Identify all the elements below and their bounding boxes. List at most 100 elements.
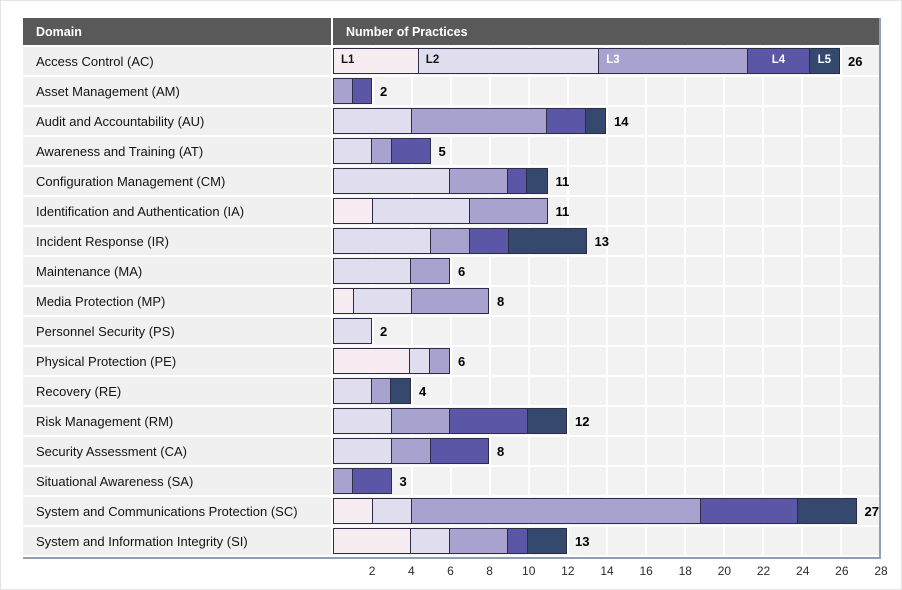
bar-segment-l4 [449,408,529,434]
bar-segment-l3 [333,468,354,494]
chart-cell: 13 [333,527,879,557]
axis-tick: 4 [407,564,415,578]
chart-cell: 14 [333,107,879,137]
bar-segment-l3 [371,378,392,404]
bar-segment-l4 [507,528,529,554]
bar-segment-l2 [333,168,450,194]
chart-cell: 8 [333,437,879,467]
domain-cell: Physical Protection (PE) [23,347,333,377]
bar-segment-l2 [333,258,412,284]
stacked-bar [333,168,548,194]
bar-segment-l5 [507,228,587,254]
bar-segment-l3 [410,108,548,134]
chart-cell: 6 [333,347,879,377]
bar-segment-l5 [390,378,412,404]
domain-cell: Identification and Authentication (IA) [23,197,333,227]
bar-segment-l5 [526,528,567,554]
bar-segment-l5 [526,168,548,194]
table-row: Asset Management (AM) 2 [23,77,879,107]
axis-tick: 8 [486,564,493,578]
table-row: Awareness and Training (AT) 5 [23,137,879,167]
table-row: Risk Management (RM) 12 [23,407,879,437]
total-label: 11 [555,173,570,189]
stacked-bar [333,348,451,374]
stacked-bar [333,408,567,434]
bar-segment-l3 [410,288,489,314]
axis-tick: 20 [717,564,732,578]
bar-segment-l4 [506,168,528,194]
bar-segment-l2 [372,498,413,524]
domain-cell: Recovery (RE) [23,377,333,407]
domain-column-header: Domain [23,18,333,47]
total-label: 14 [614,113,629,129]
rows-body: Access Control (AC) L1 L2 L3 L4 L5 26 Asset Man… [23,47,879,557]
chart-cell: 12 [333,407,879,437]
total-label: 3 [399,473,407,489]
total-label: 6 [458,263,466,279]
total-label: 27 [864,503,879,519]
domain-cell: Audit and Accountability (AU) [23,107,333,137]
bar-segment-l5 [584,108,607,134]
bar-segment-l2 [372,198,471,224]
axis-tick: 28 [874,564,888,578]
domain-cell: Access Control (AC) [23,47,333,77]
domain-cell: System and Information Integrity (SI) [23,527,333,557]
bar-segment-l1 [333,498,374,524]
chart-cell: 11 [333,197,879,227]
axis-tick: 6 [447,564,454,578]
total-label: 26 [848,53,863,69]
bar-segment-l4: L4 [746,48,811,74]
total-label: 6 [458,353,466,369]
stacked-bar: L1 L2 L3 L4 L5 [333,48,841,74]
stacked-bar [333,528,567,554]
bar-segment-l4 [352,468,392,494]
axis-tick: 10 [522,564,536,578]
stacked-bar [333,288,489,314]
bar-segment-l1 [333,348,411,374]
bar-segment-l2 [352,288,412,314]
axis-tick: 14 [600,564,614,578]
axis-tick: 12 [561,564,575,578]
domain-cell: Media Protection (MP) [23,287,333,317]
bar-segment-l4 [545,108,587,134]
domain-cell: Situational Awareness (SA) [23,467,333,497]
table-row: Audit and Accountability (AU) 14 [23,107,879,137]
bar-segment-l1 [333,288,355,314]
stacked-bar [333,228,587,254]
chart-cell: 27 [333,497,879,527]
bar-segment-l2 [333,378,373,404]
bar-segment-l4 [700,498,799,524]
level-label-l2: L2 [425,54,440,67]
bar-segment-l2 [333,408,393,434]
practices-by-domain-chart: Domain Number of Practices Access Contro… [23,18,888,581]
axis-tick: 22 [756,564,771,578]
total-label: 11 [555,203,570,219]
domain-cell: System and Communications Protection (SC… [23,497,333,527]
bar-segment-l2 [333,318,372,344]
table-row: Incident Response (IR) 13 [23,227,879,257]
chart-cell: 5 [333,137,879,167]
bar-segment-l3 [429,348,451,374]
bar-segment-l3 [468,198,548,224]
table-row: Personnel Security (PS) 2 [23,317,879,347]
stacked-bar [333,438,490,464]
bar-segment-l5 [526,408,567,434]
table-header-row: Domain Number of Practices [23,18,879,47]
stacked-bar [333,468,392,494]
chart-cell: 2 [333,317,879,347]
total-label: 8 [497,443,505,459]
bar-segment-l3 [409,258,450,284]
domain-cell: Incident Response (IR) [23,227,333,257]
total-label: 2 [380,323,388,339]
bar-segment-l1 [333,528,412,554]
total-label: 4 [419,383,427,399]
stacked-bar [333,258,450,284]
chart-cell: L1 L2 L3 L4 L5 26 [333,47,879,77]
total-label: 5 [438,143,446,159]
bar-segment-l4 [390,138,431,164]
table-row: System and Information Integrity (SI) 13 [23,527,879,557]
level-label-l1: L1 [341,54,355,67]
bar-segment-l4 [351,78,373,104]
bar-segment-l2 [333,438,393,464]
chart-cell: 11 [333,167,879,197]
